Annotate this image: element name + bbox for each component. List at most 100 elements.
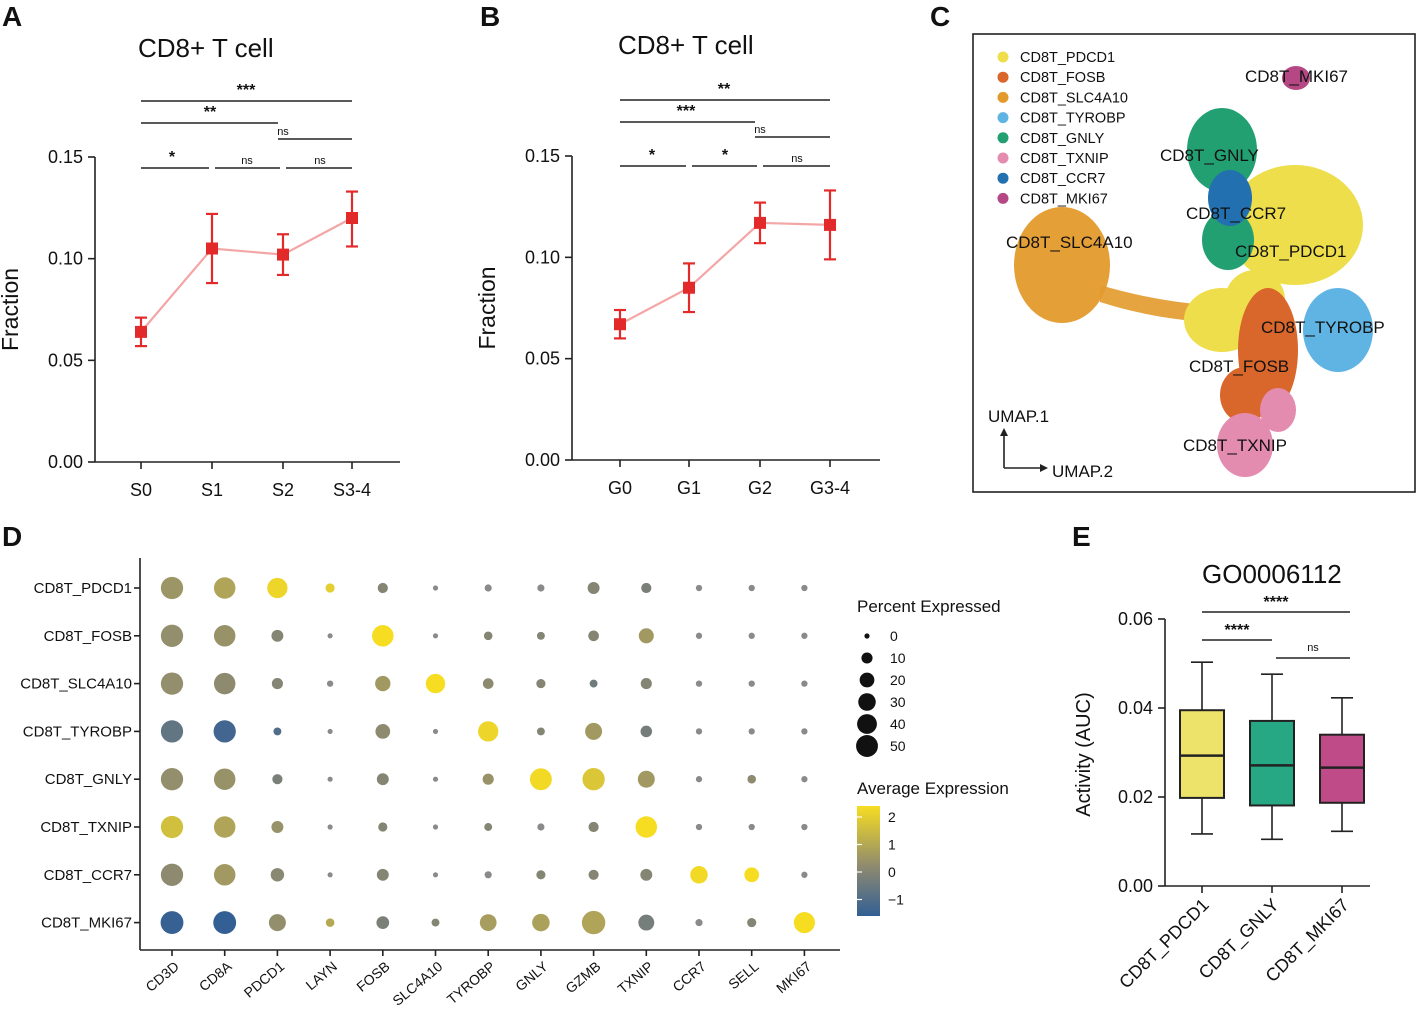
cluster-label: CD8T_SLC4A10 [1006, 233, 1133, 252]
dot [529, 768, 552, 791]
cluster-label: CD8T_PDCD1 [1235, 242, 1346, 261]
dot [432, 728, 439, 734]
panel-label-a: A [2, 1, 22, 32]
chart-title: CD8+ T cell [138, 33, 274, 63]
significance-label: * [722, 147, 729, 164]
cluster-fosb-lower [1220, 367, 1270, 423]
legend-label: CD8T_TYROBP [1020, 111, 1126, 127]
dot [377, 582, 388, 594]
gene-label: PDCD1 [241, 958, 288, 1001]
dot [479, 914, 497, 931]
dot [748, 728, 755, 735]
legend-swatch [997, 132, 1009, 144]
size-legend-dot [857, 714, 877, 734]
x-tick-label: G1 [677, 478, 701, 498]
dot [801, 871, 808, 878]
dot [432, 872, 439, 878]
significance-label: ns [314, 155, 326, 167]
x-tick-label: CD8T_PDCD1 [1115, 895, 1213, 993]
dot [537, 823, 545, 831]
dot [267, 577, 288, 599]
dot [695, 632, 703, 639]
dot [482, 773, 494, 785]
cluster-label: CD8T_TXNIP [1183, 436, 1287, 455]
cluster-txnip-side [1260, 388, 1296, 432]
legend-label: CD8T_FOSB [1020, 70, 1105, 86]
size-legend-dot [861, 652, 873, 664]
significance-label: ns [791, 153, 803, 165]
cluster-gnly-lower [1202, 210, 1254, 270]
dot [536, 870, 546, 880]
dot [213, 911, 237, 935]
significance-label: ns [754, 124, 766, 136]
dot [637, 770, 655, 788]
dot [582, 768, 605, 791]
significance-label: ns [277, 126, 289, 138]
y-axis-label: Activity (AUC) [1073, 692, 1095, 816]
chart-title: CD8+ T cell [618, 30, 754, 60]
dot [635, 816, 658, 838]
dot [588, 821, 599, 833]
cluster-label: CD8T_FOSB [1189, 357, 1289, 376]
data-point [824, 218, 836, 231]
dot [747, 774, 756, 784]
legend-swatch [997, 91, 1009, 103]
y-tick-label: 0.02 [1118, 787, 1153, 807]
umap-clusters [1014, 66, 1373, 477]
box [1179, 709, 1225, 799]
cluster-slc4a10-bridge [1100, 285, 1205, 322]
y-tick-label: 0.00 [525, 450, 560, 470]
dot [431, 918, 440, 927]
legend-label: CD8T_SLC4A10 [1020, 90, 1128, 106]
y-tick-label: 0.00 [48, 452, 83, 472]
x-tick-label: S1 [201, 480, 223, 500]
row-label: CD8T_PDCD1 [34, 580, 132, 597]
dot [160, 720, 184, 743]
panel-label-e: E [1072, 521, 1091, 552]
color-legend-value: 0 [888, 864, 896, 880]
dot [695, 823, 703, 831]
dot [484, 823, 493, 831]
legend-label: CD8T_PDCD1 [1020, 50, 1115, 66]
dot [748, 632, 755, 639]
legend-swatch [997, 71, 1009, 83]
dot [432, 776, 439, 782]
umap-arrowhead-up-icon [1000, 428, 1008, 436]
dot [748, 680, 755, 687]
dot [801, 680, 808, 687]
legend-swatch [997, 172, 1009, 184]
umap-ylabel: UMAP.1 [988, 407, 1049, 426]
dot [482, 678, 494, 689]
x-tick-label: S3-4 [333, 480, 371, 500]
dot [484, 871, 492, 879]
y-tick-label: 0.06 [1118, 609, 1153, 629]
significance-label: *** [237, 82, 256, 99]
dot [160, 672, 184, 695]
row-label: CD8T_FOSB [44, 628, 132, 645]
dot [695, 728, 703, 735]
data-point [754, 216, 766, 229]
dot [532, 913, 550, 932]
dot [325, 583, 335, 593]
y-axis-label: Fraction [474, 266, 500, 349]
dot [213, 672, 236, 695]
cluster-ccr7-blob [1208, 170, 1252, 226]
umap-arrowhead-right-icon [1040, 464, 1048, 472]
row-label: CD8T_TYROBP [23, 723, 132, 740]
gene-label: GZMB [562, 958, 603, 996]
color-legend-value: 1 [888, 837, 896, 853]
panel-b-chart: CD8+ T cell 0.00 0.05 0.10 0.15 G0 G1 G2 G3-4 Fra… [474, 30, 880, 498]
data-point [206, 242, 218, 255]
dot [801, 632, 808, 639]
x-tick-label: G2 [748, 478, 772, 498]
gene-label: MKI67 [773, 958, 814, 996]
dot [581, 910, 606, 935]
dot [748, 584, 755, 592]
box [1249, 719, 1295, 807]
dot [536, 679, 546, 689]
y-tick-label: 0.05 [525, 349, 560, 369]
dot [793, 912, 815, 934]
panel-d-dotplot: CD8T_PDCD1 CD8T_FOSB CD8T_SLC4A10 CD8T_TYRO… [20, 558, 1009, 1009]
dot [537, 584, 545, 592]
dot [271, 629, 284, 642]
